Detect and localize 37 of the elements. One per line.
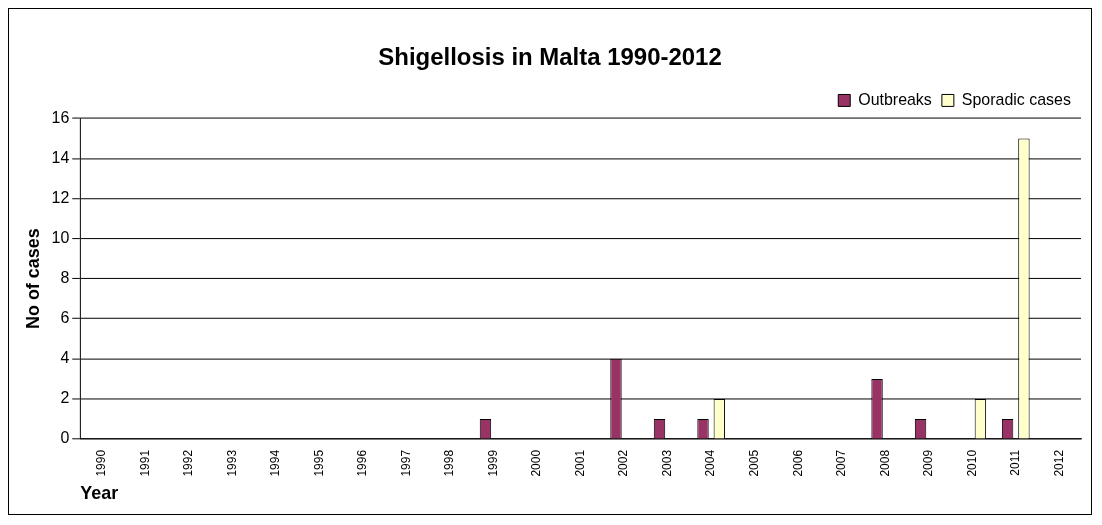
y-tick-label: 16 [51, 108, 70, 126]
x-tick-label: 2003 [659, 449, 674, 477]
x-tick-label: 1999 [485, 449, 500, 477]
x-tick-label: 2011 [1008, 449, 1023, 476]
x-tick-label: 2012 [1051, 449, 1066, 477]
x-tick-label: 2006 [790, 449, 805, 477]
x-tick-label: 2000 [529, 449, 544, 477]
x-tick-label: 2008 [877, 449, 892, 477]
x-tick-label: 1995 [311, 449, 326, 477]
x-tick-label: 1997 [398, 449, 413, 477]
y-tick-label: 12 [51, 188, 70, 206]
x-tick-label: 1994 [268, 449, 283, 477]
x-tick-label: 2007 [834, 449, 849, 477]
y-tick-label: 4 [60, 349, 70, 367]
y-tick-label: 0 [60, 429, 70, 447]
x-tick-label: 2004 [703, 449, 718, 477]
y-tick-label: 6 [60, 309, 70, 327]
y-tick-label: 10 [51, 229, 70, 246]
legend-label: Outbreaks [858, 90, 932, 108]
y-tick-label: 14 [51, 148, 70, 166]
x-tick-label: 1991 [137, 449, 152, 477]
x-axis-title: Year [80, 483, 119, 504]
y-tick-label: 2 [60, 389, 70, 407]
y-axis-title: No of cases [22, 228, 43, 329]
x-tick-label: 1992 [181, 449, 196, 477]
chart-title: Shigellosis in Malta 1990-2012 [378, 42, 722, 70]
x-tick-label: 2010 [964, 449, 979, 477]
x-tick-label: 1993 [224, 449, 239, 477]
x-tick-label: 2001 [572, 449, 587, 477]
x-tick-label: 1998 [442, 449, 457, 477]
x-tick-label: 2009 [921, 449, 936, 477]
x-tick-label: 2005 [746, 449, 761, 477]
x-tick-label: 1996 [355, 449, 370, 477]
x-tick-label: 2002 [616, 449, 631, 477]
x-tick-label: 1990 [94, 449, 109, 477]
y-tick-label: 8 [60, 269, 70, 287]
legend-label: Sporadic cases [961, 90, 1071, 108]
